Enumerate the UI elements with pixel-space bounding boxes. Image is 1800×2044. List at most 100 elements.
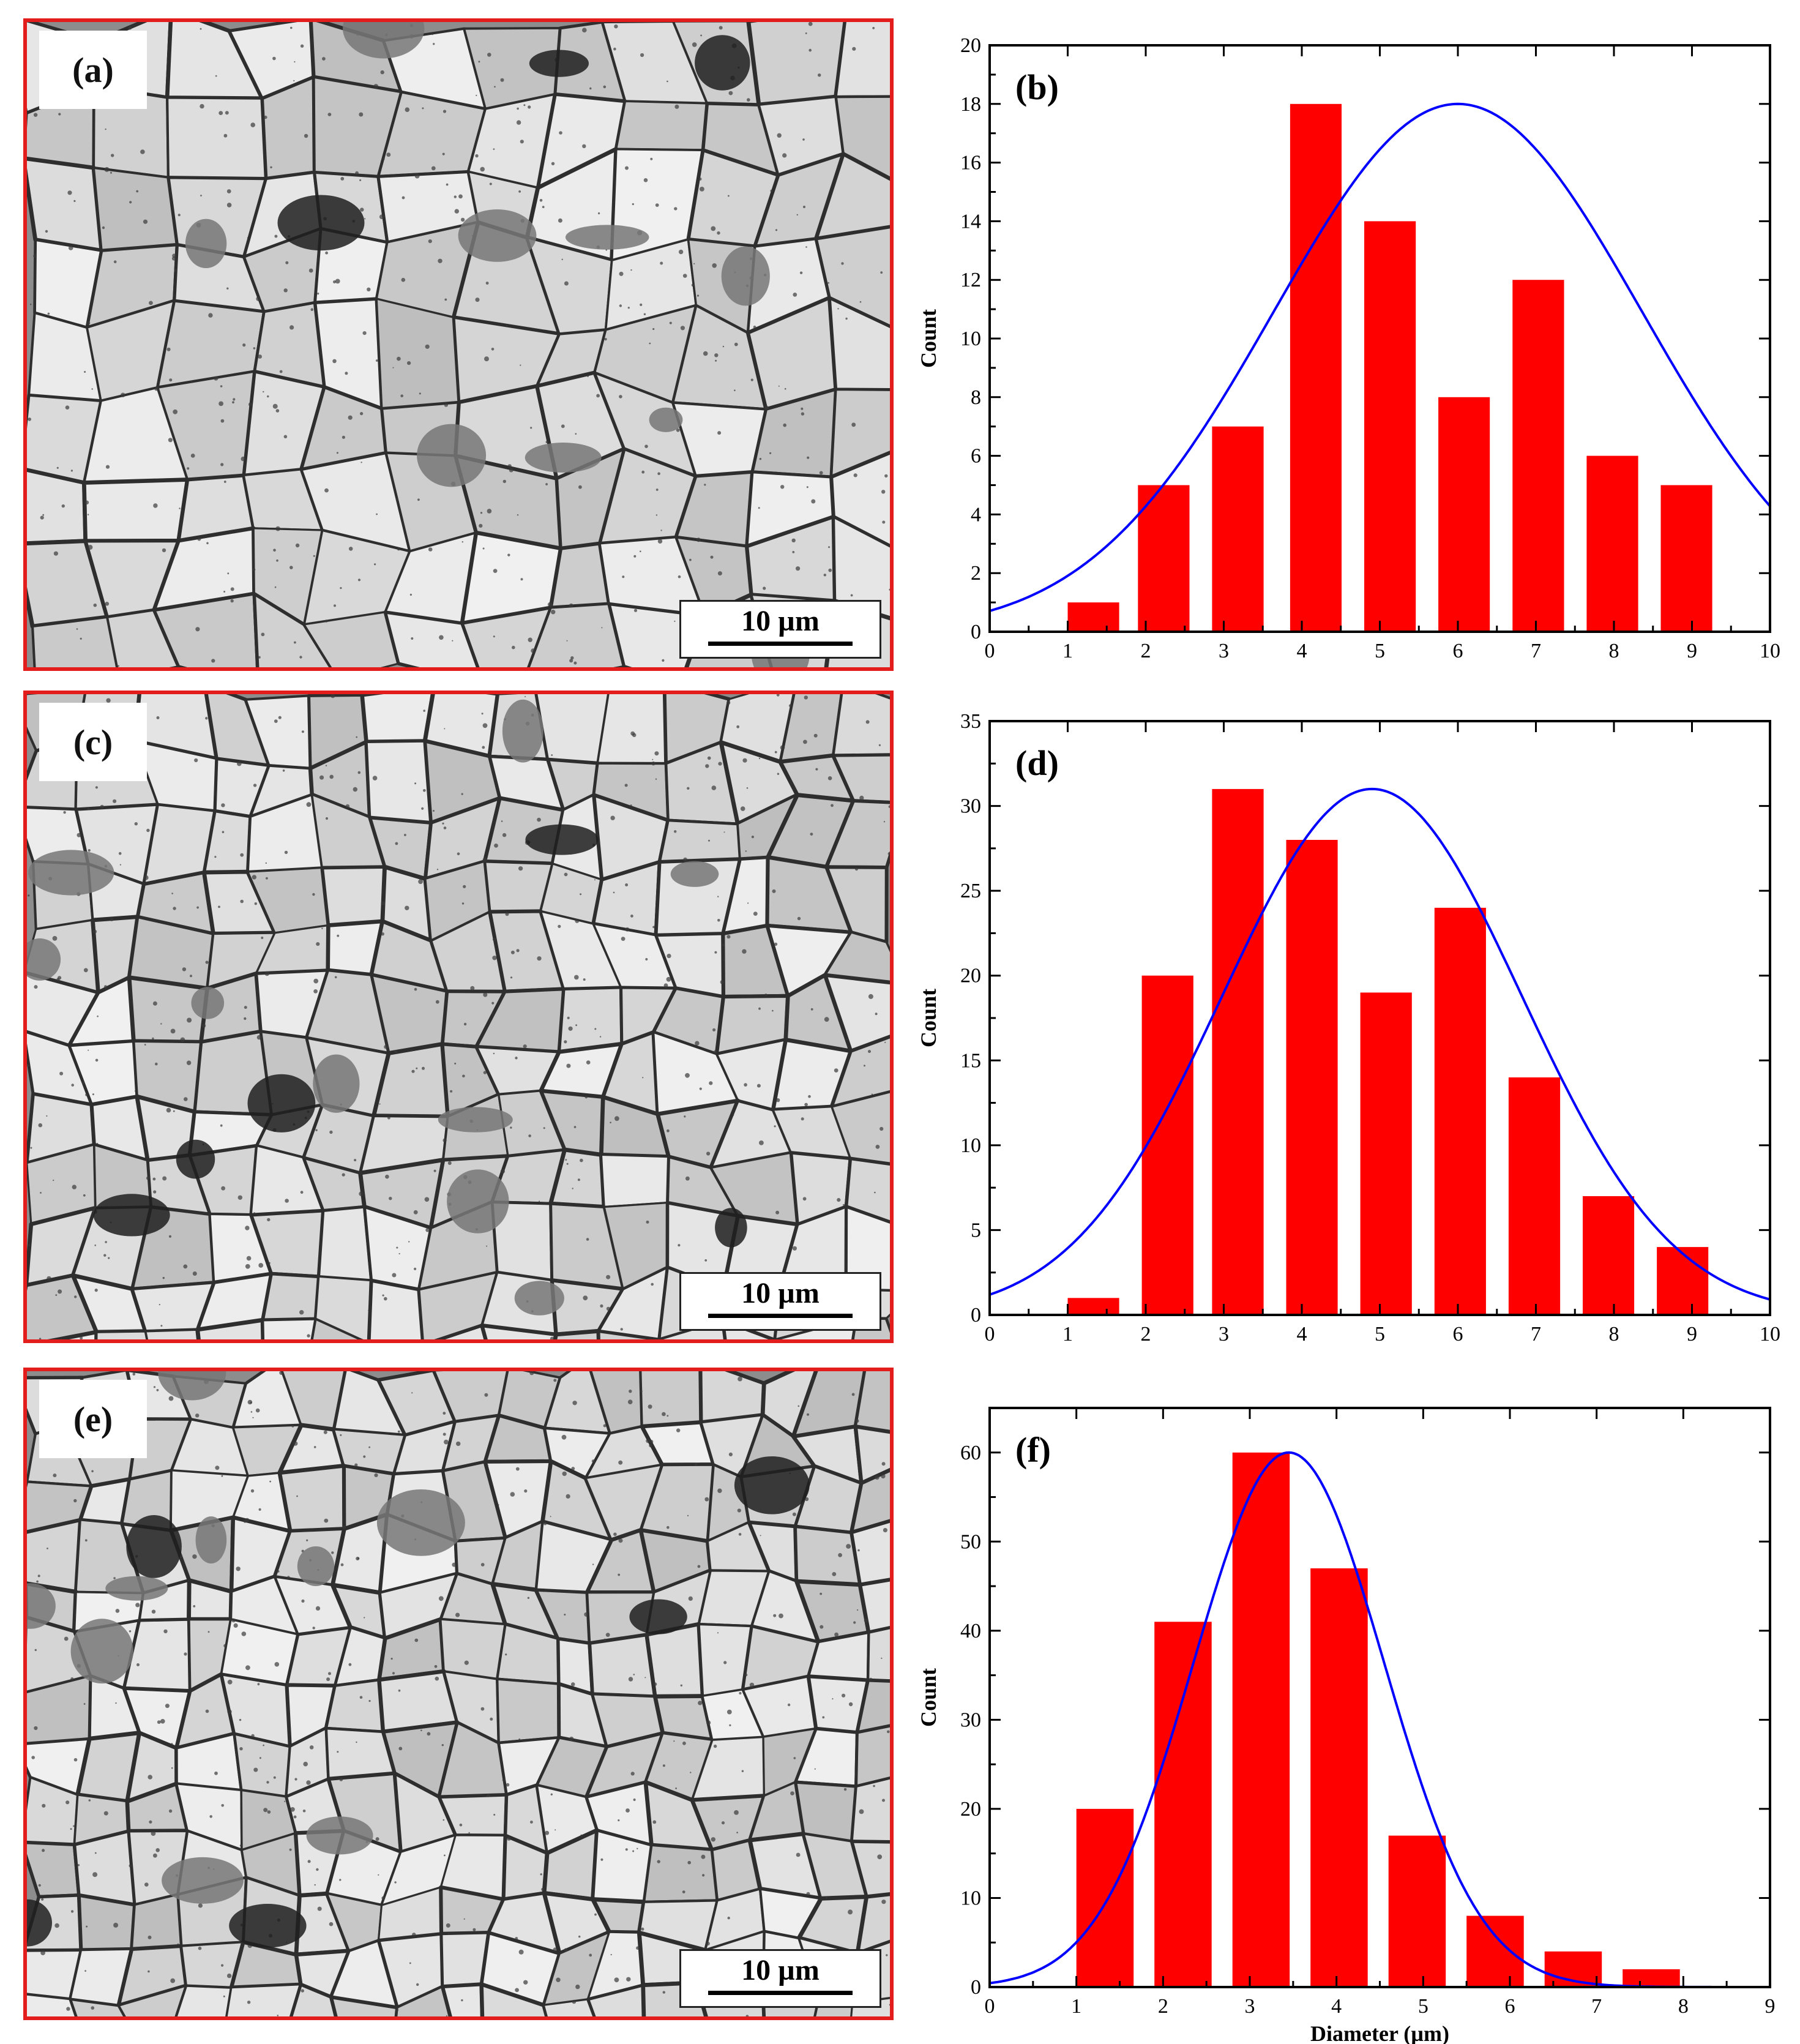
y-tick-label: 60 [960,1442,981,1464]
histogram-bar [1360,992,1412,1315]
panel-label: (f) [1015,1430,1051,1470]
scale-bar-label: 10 µm [741,605,820,637]
histogram-bar [1076,1808,1134,1987]
x-axis-label: Diameter (µm) [1310,2021,1449,2044]
x-tick-label: 4 [1297,640,1307,662]
panel-label: (d) [1015,743,1059,783]
histogram-bar [1232,1452,1290,1987]
micrograph-a: (a) 10 µm [23,18,894,671]
histogram-bar [1364,221,1416,632]
histogram-bar [1067,1298,1119,1315]
histogram-bar [1212,788,1264,1315]
grain-texture [27,22,890,667]
x-tick-label: 7 [1531,1323,1541,1346]
histogram-bar [1154,1622,1212,1987]
histogram-bar [1512,280,1564,632]
panel-label-a: (a) [39,31,147,109]
scale-bar-box: 10 µm [679,1949,881,2008]
x-tick-label: 10 [1760,640,1780,662]
histogram-bar [1466,1915,1524,1987]
y-tick-label: 50 [960,1530,981,1553]
x-tick-label: 2 [1141,640,1151,662]
histogram-bar [1212,426,1264,632]
normal-fit-curve [989,102,1771,612]
y-tick-label: 20 [960,1798,981,1821]
scale-bar-label: 10 µm [741,1277,820,1309]
y-tick-label: 10 [960,328,981,350]
panel-label-c: (c) [39,703,147,781]
histogram-bar [1623,1969,1680,1987]
x-tick-label: 1 [1062,640,1073,662]
histogram-bar [1434,907,1486,1315]
y-tick-label: 4 [971,503,981,526]
x-tick-label: 5 [1375,640,1385,662]
x-tick-label: 4 [1331,1995,1342,2018]
y-tick-label: 16 [960,152,981,174]
histogram-bar [1067,602,1119,632]
micrograph-c: (c) 10 µm [23,691,894,1343]
y-tick-label: 0 [971,1976,981,1999]
y-axis-label: Count [916,1668,941,1727]
scale-bar [708,1314,853,1318]
normal-fit-curve [989,787,1771,1301]
histogram-bar [1583,1196,1635,1315]
y-tick-label: 18 [960,93,981,116]
x-tick-label: 9 [1687,1323,1697,1346]
grain-texture [27,1371,890,2016]
histogram-bar [1508,1077,1561,1315]
histogram-bar [1438,397,1490,632]
scale-bar-box: 10 µm [679,1272,881,1331]
histogram-d: 0 1 2 3 4 5 6 7 8 9 10 0 5 10 15 20 25 30 35 Count (d) [916,710,1780,1346]
panel-label: (b) [1015,67,1059,107]
y-tick-label: 14 [960,210,981,233]
scale-bar [708,642,853,646]
y-tick-label: 25 [960,880,981,902]
y-tick-label: 30 [960,795,981,818]
y-tick-label: 30 [960,1709,981,1731]
x-tick-label: 0 [985,640,995,662]
histogram-bar [1138,485,1190,632]
x-tick-label: 2 [1141,1323,1151,1346]
y-tick-label: 20 [960,965,981,987]
panel-label-e: (e) [39,1380,147,1458]
y-tick-label: 15 [960,1049,981,1072]
y-tick-label: 40 [960,1620,981,1642]
x-tick-label: 8 [1609,1323,1619,1346]
x-tick-label: 3 [1219,1323,1229,1346]
x-tick-label: 9 [1765,1995,1776,2018]
histogram-bar [1286,840,1338,1315]
y-tick-label: 0 [971,1304,981,1327]
x-tick-label: 2 [1158,1995,1168,2018]
x-tick-label: 3 [1245,1995,1255,2018]
x-tick-label: 9 [1687,640,1697,662]
y-axis-label: Count [916,989,941,1047]
scale-bar-label: 10 µm [741,1954,820,1986]
y-tick-label: 8 [971,386,981,409]
scale-bar-box: 10 µm [679,600,881,659]
histogram-bar [1657,1247,1709,1315]
x-tick-label: 4 [1297,1323,1307,1346]
grain-texture [27,694,890,1339]
x-tick-label: 6 [1505,1995,1515,2018]
x-tick-label: 0 [985,1323,995,1346]
y-axis-label: Count [916,309,941,368]
y-tick-label: 20 [960,34,981,57]
y-tick-label: 5 [971,1219,981,1241]
y-tick-label: 10 [960,1134,981,1157]
y-tick-label: 35 [960,710,981,733]
x-tick-label: 7 [1531,640,1541,662]
y-tick-label: 6 [971,445,981,468]
x-tick-label: 1 [1062,1323,1073,1346]
x-tick-label: 8 [1678,1995,1689,2018]
histogram-bar [1586,455,1638,632]
y-tick-label: 2 [971,562,981,585]
y-tick-label: 10 [960,1887,981,1909]
x-tick-label: 6 [1453,640,1463,662]
x-tick-label: 0 [985,1995,995,2018]
histogram-bar [1290,103,1342,632]
x-tick-label: 10 [1760,1323,1780,1346]
x-tick-label: 7 [1591,1995,1602,2018]
histogram-f: 0 1 2 3 4 5 6 7 8 9 0 10 20 30 40 50 60 Count Diameter (µm… [916,1407,1776,2044]
micrograph-e: (e) 10 µm [23,1368,894,2020]
